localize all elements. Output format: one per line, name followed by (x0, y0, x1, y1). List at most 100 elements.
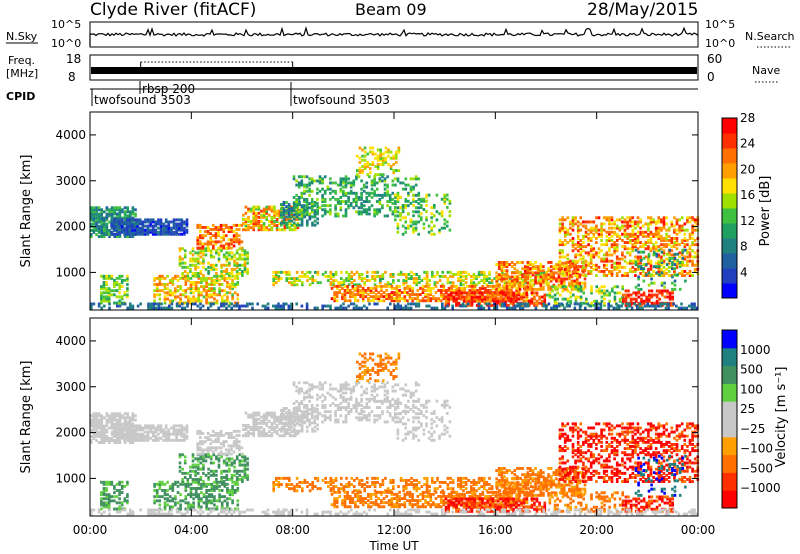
power-cell (196, 257, 200, 261)
power-cell (665, 232, 668, 236)
velocity-cell (120, 428, 124, 432)
power-cell (665, 228, 668, 232)
power-cell (368, 191, 371, 195)
power-cell (505, 285, 509, 289)
power-cell (380, 289, 383, 292)
power-cell (172, 220, 176, 224)
power-cell (374, 289, 378, 292)
power-cell (497, 265, 501, 269)
power-cell (636, 220, 640, 224)
power-cell (463, 289, 466, 292)
power-cell (230, 230, 233, 233)
power-cell (181, 261, 184, 265)
velocity-cell (129, 416, 132, 420)
power-cell (439, 284, 443, 288)
power-cell (468, 297, 472, 301)
power-cell (662, 224, 666, 228)
power-cell (478, 289, 482, 292)
power-cell (435, 218, 439, 222)
power-cell (217, 259, 221, 263)
power-cell (373, 210, 376, 214)
power-cell (636, 255, 640, 259)
power-cell (297, 202, 301, 205)
power-cell (446, 193, 449, 197)
power-cell (301, 281, 304, 285)
power-cell (342, 181, 345, 185)
power-cell (118, 287, 121, 291)
power-cell (465, 295, 469, 299)
power-cell (691, 259, 694, 263)
velocity-cell (113, 495, 116, 499)
power-cell (262, 215, 266, 219)
velocity-cell (90, 424, 93, 428)
power-cell (220, 270, 223, 273)
power-cell (415, 279, 418, 282)
power-cell (636, 230, 640, 234)
power-cell (158, 274, 162, 278)
power-cell (226, 297, 229, 301)
power-cell (662, 249, 666, 253)
power-cell (627, 295, 630, 299)
power-cell (441, 283, 444, 287)
power-cell (128, 226, 132, 230)
power-cell (105, 229, 109, 232)
power-cell (321, 193, 324, 197)
power-cell (181, 272, 184, 275)
velocity-cell (168, 484, 172, 488)
power-cell (394, 218, 397, 222)
power-cell (178, 249, 182, 253)
power-cell (448, 201, 452, 205)
velocity-cell (125, 428, 129, 432)
power-cell (363, 163, 367, 166)
power-cell (369, 167, 372, 170)
power-cell (219, 240, 223, 244)
power-cell (444, 295, 448, 299)
velocity-cell (116, 418, 119, 422)
power-cell (344, 191, 348, 195)
power-cell (637, 295, 641, 299)
velocity-cell (123, 420, 127, 424)
power-cell (280, 221, 283, 225)
power-cell (649, 216, 653, 220)
power-cell (668, 301, 672, 305)
power-cell (569, 222, 572, 226)
power-cell (577, 287, 580, 291)
power-cell (569, 263, 572, 267)
power-cell (126, 206, 129, 210)
power-cell (675, 261, 679, 265)
power-cell (647, 216, 650, 220)
power-cell (385, 284, 388, 288)
power-cell (102, 281, 106, 284)
power-cell (506, 275, 509, 278)
power-cell (642, 267, 646, 271)
power-cell (128, 232, 132, 236)
power-cell (608, 253, 611, 257)
power-cell (489, 289, 492, 292)
power-cell (191, 257, 195, 261)
power-cell (578, 265, 582, 269)
power-cell (215, 299, 219, 303)
power-cell (642, 256, 646, 260)
power-cell (589, 255, 593, 259)
power-cell (409, 177, 413, 181)
power-cell (349, 204, 353, 208)
power-cell (166, 293, 169, 297)
velocity-cell (185, 428, 189, 432)
power-cell (260, 228, 263, 232)
velocity-cell (110, 495, 114, 499)
power-cell (107, 276, 111, 280)
power-cell (534, 267, 537, 271)
power-cell (285, 215, 288, 219)
power-cell (251, 306, 254, 310)
power-cell (516, 302, 519, 306)
power-cell (667, 274, 671, 277)
power-cell (372, 291, 375, 294)
velocity-cell (118, 436, 121, 440)
power-cell (149, 302, 153, 306)
power-cell (300, 181, 304, 185)
power-cell (438, 230, 441, 234)
power-cell (105, 283, 108, 286)
power-cell (576, 237, 580, 240)
power-cell (131, 235, 135, 238)
power-cell (353, 273, 356, 276)
